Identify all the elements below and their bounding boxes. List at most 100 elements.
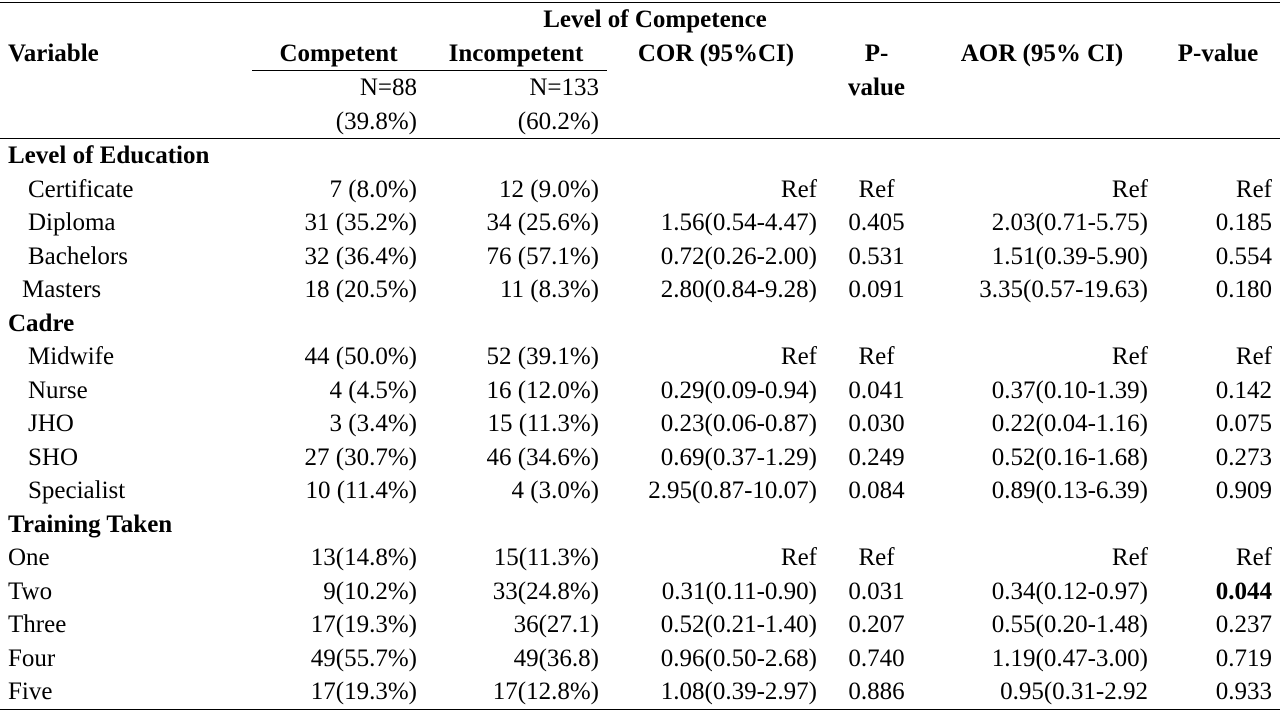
cell-cor: Ref bbox=[780, 175, 817, 203]
cell-aor: Ref bbox=[1111, 544, 1148, 571]
cell-incompetent: 15 (11.3%) bbox=[487, 410, 599, 437]
cell-aor: 0.55(0.20-1.48) bbox=[991, 611, 1148, 638]
cell-cor: 0.96(0.50-2.68) bbox=[660, 644, 817, 672]
cell-p1: 0.041 bbox=[848, 376, 905, 404]
col-p2-header: P-value bbox=[1177, 39, 1259, 67]
cell-aor: 0.89(0.13-6.39) bbox=[991, 477, 1148, 504]
row-label: Bachelors bbox=[28, 242, 128, 270]
cell-p1: 0.030 bbox=[848, 410, 905, 437]
cell-incompetent: 76 (57.1%) bbox=[486, 242, 599, 270]
cell-competent: 4 (4.5%) bbox=[329, 376, 417, 404]
cell-aor: 1.19(0.47-3.00) bbox=[991, 644, 1148, 672]
cell-aor: 0.34(0.12-0.97) bbox=[991, 577, 1148, 605]
table-row: SHO 27 (30.7%) 46 (34.6%) 0.69(0.37-1.29… bbox=[0, 441, 1280, 475]
cell-competent: 10 (11.4%) bbox=[305, 477, 417, 504]
cell-aor: Ref bbox=[1111, 175, 1148, 203]
col-p1-header-line2: value bbox=[848, 73, 905, 101]
table-row: Nurse 4 (4.5%) 16 (12.0%) 0.29(0.09-0.94… bbox=[0, 374, 1280, 408]
cell-cor: 1.56(0.54-4.47) bbox=[660, 209, 817, 236]
cell-p1: 0.405 bbox=[848, 209, 905, 236]
cell-cor: 1.08(0.39-2.97) bbox=[607, 675, 825, 710]
cell-p2: 0.142 bbox=[1215, 376, 1273, 404]
cell-p1: 0.091 bbox=[848, 276, 905, 303]
cell-competent: 49(55.7%) bbox=[310, 644, 417, 672]
cell-cor: Ref bbox=[780, 343, 817, 370]
cell-incompetent: 12 (9.0%) bbox=[499, 175, 599, 203]
competent-n: N=88 bbox=[359, 74, 417, 101]
section-title: Level of Education bbox=[8, 142, 210, 169]
row-label: Three bbox=[8, 611, 67, 638]
section-header-education: Level of Education bbox=[0, 139, 1280, 173]
cell-p2-significant: 0.044 bbox=[1215, 577, 1273, 605]
cell-incompetent: 15(11.3%) bbox=[493, 544, 599, 571]
header-group-row: Level of Competence bbox=[0, 2, 1280, 37]
cell-cor: 0.29(0.09-0.94) bbox=[660, 376, 817, 404]
cell-cor: 0.23(0.06-0.87) bbox=[660, 410, 817, 437]
cell-aor: 0.22(0.04-1.16) bbox=[991, 410, 1148, 437]
cell-competent: 9(10.2%) bbox=[323, 577, 417, 605]
row-label: One bbox=[8, 544, 50, 571]
section-title: Training Taken bbox=[8, 510, 173, 538]
cell-cor: 0.52(0.21-1.40) bbox=[660, 611, 817, 638]
cell-incompetent: 49(36.8) bbox=[513, 644, 599, 672]
row-label: Specialist bbox=[28, 477, 126, 504]
cell-competent: 13(14.8%) bbox=[310, 544, 417, 571]
table-row: Diploma 31 (35.2%) 34 (25.6%) 1.56(0.54-… bbox=[0, 206, 1280, 240]
cell-competent: 44 (50.0%) bbox=[304, 343, 417, 370]
cell-cor: Ref bbox=[780, 544, 817, 571]
table-row: Midwife 44 (50.0%) 52 (39.1%) Ref Ref Re… bbox=[0, 340, 1280, 374]
col-competent-header: Competent bbox=[252, 36, 425, 71]
cell-p2: Ref bbox=[1235, 544, 1273, 571]
col-p1-header-line1: P- bbox=[864, 39, 889, 67]
cell-competent: 31 (35.2%) bbox=[304, 209, 417, 236]
competent-pct: (39.8%) bbox=[252, 104, 425, 139]
header-n-row: N=88 N=133 value bbox=[0, 71, 1280, 105]
cell-p2: 0.180 bbox=[1215, 276, 1273, 303]
cell-p1: 0.084 bbox=[848, 477, 905, 504]
row-label: Nurse bbox=[28, 376, 88, 404]
table-row: Two 9(10.2%) 33(24.8%) 0.31(0.11-0.90) 0… bbox=[0, 575, 1280, 609]
group-title: Level of Competence bbox=[252, 2, 1280, 37]
col-p1-header: P- bbox=[825, 37, 928, 71]
cell-p1: Ref bbox=[858, 544, 895, 571]
cell-p1: 0.207 bbox=[848, 611, 905, 638]
incompetent-n: N=133 bbox=[529, 74, 599, 101]
cell-cor: 0.31(0.11-0.90) bbox=[661, 577, 817, 605]
row-label: SHO bbox=[28, 443, 79, 471]
row-label: Five bbox=[0, 675, 252, 710]
cell-p1: 0.886 bbox=[825, 675, 928, 710]
cell-competent: 7 (8.0%) bbox=[329, 175, 417, 203]
cell-incompetent: 46 (34.6%) bbox=[486, 443, 599, 471]
col-aor-header: AOR (95% CI) bbox=[960, 39, 1124, 67]
cell-competent: 17(19.3%) bbox=[310, 611, 417, 638]
cell-incompetent: 16 (12.0%) bbox=[486, 376, 599, 404]
table-row: Specialist 10 (11.4%) 4 (3.0%) 2.95(0.87… bbox=[0, 474, 1280, 508]
cell-incompetent: 52 (39.1%) bbox=[486, 343, 599, 370]
cell-incompetent: 17(12.8%) bbox=[425, 675, 607, 710]
cell-aor: 2.03(0.71-5.75) bbox=[991, 209, 1148, 236]
cell-incompetent: 36(27.1) bbox=[513, 611, 599, 638]
header-pct-row: (39.8%) (60.2%) bbox=[0, 104, 1280, 139]
cell-incompetent: 33(24.8%) bbox=[492, 577, 599, 605]
table-row: Bachelors 32 (36.4%) 76 (57.1%) 0.72(0.2… bbox=[0, 240, 1280, 274]
cell-competent: 17(19.3%) bbox=[252, 675, 425, 710]
cell-p2: 0.933 bbox=[1156, 675, 1280, 710]
cell-p2: 0.185 bbox=[1215, 209, 1273, 236]
row-label: Certificate bbox=[28, 175, 134, 203]
section-header-cadre: Cadre bbox=[0, 307, 1280, 341]
cell-aor: 0.95(0.31-2.92 bbox=[928, 675, 1156, 710]
table-row: One 13(14.8%) 15(11.3%) Ref Ref Ref Ref bbox=[0, 541, 1280, 575]
cell-competent: 18 (20.5%) bbox=[304, 276, 417, 303]
table-row: Masters 18 (20.5%) 11 (8.3%) 2.80(0.84-9… bbox=[0, 273, 1280, 307]
cell-cor: 0.69(0.37-1.29) bbox=[660, 443, 817, 471]
header-row: Variable Competent Incompetent COR (95%C… bbox=[0, 36, 1280, 71]
col-variable-header: Variable bbox=[8, 39, 99, 67]
table-row: Certificate 7 (8.0%) 12 (9.0%) Ref Ref R… bbox=[0, 173, 1280, 207]
cell-p2: 0.909 bbox=[1215, 477, 1273, 504]
cell-p2: 0.075 bbox=[1215, 410, 1273, 437]
section-header-training: Training Taken bbox=[0, 508, 1280, 542]
cell-competent: 27 (30.7%) bbox=[304, 443, 417, 471]
cell-p2: 0.273 bbox=[1215, 443, 1273, 471]
col-cor-header: COR (95%CI) bbox=[637, 39, 795, 67]
